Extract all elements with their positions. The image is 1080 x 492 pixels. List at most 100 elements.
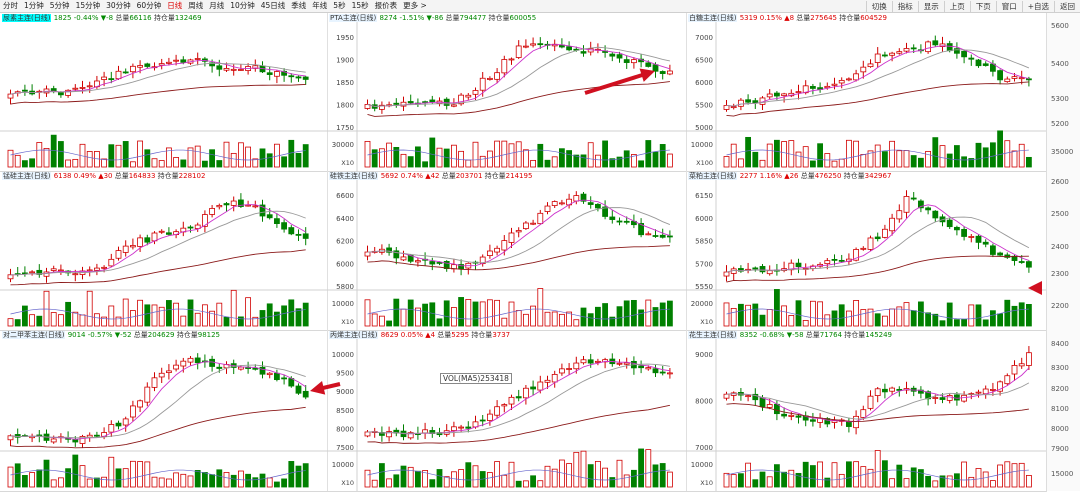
toolbar-button-6[interactable]: +自选 <box>1021 0 1054 12</box>
candle <box>630 356 637 375</box>
candle <box>393 247 400 265</box>
chart-panel-3[interactable]: 锰硅主连(日线) 6138 0.49% ▲30 总量164833 持仓量2281… <box>0 171 328 331</box>
volume-bar <box>594 154 601 168</box>
period-tab-15[interactable]: 报价表 <box>374 1 398 10</box>
volume-bar <box>630 154 637 168</box>
volume-bar <box>530 475 537 488</box>
volume-bar <box>853 461 860 488</box>
period-tab-5[interactable]: 60分钟 <box>136 1 162 10</box>
change-value: ▼-58 <box>786 331 806 339</box>
candle <box>566 363 573 376</box>
candle <box>587 353 594 368</box>
candle <box>594 203 601 212</box>
volume-ma-line <box>10 308 306 320</box>
volume-multiplier: X10 <box>341 318 354 326</box>
volume-bar <box>43 459 50 488</box>
toolbar-button-7[interactable]: 返回 <box>1054 0 1080 12</box>
volume-bar <box>486 472 493 488</box>
volume-bar <box>86 151 93 168</box>
chart-panel-7[interactable]: 丙烯主连(日线) 8629 0.05% ▲4 总量5295 持仓量3737 100… <box>327 330 687 492</box>
chart-panel-6[interactable]: 对二甲苯主连(日线) 9014 -0.57% ▼-52 总量204629 持仓量… <box>0 330 328 492</box>
period-tab-0[interactable]: 分时 <box>3 1 18 10</box>
toolbar-button-4[interactable]: 下页 <box>969 0 996 12</box>
volume-bar <box>436 469 443 488</box>
period-tab-8[interactable]: 月线 <box>209 1 225 10</box>
open-interest-value: 342967 <box>864 172 892 180</box>
volume-bar <box>486 150 493 168</box>
volume-bar <box>14 319 21 327</box>
candle <box>594 358 601 366</box>
volume-bar <box>537 288 544 327</box>
candle <box>881 224 888 239</box>
toolbar-button-5[interactable]: 窗口 <box>995 0 1022 12</box>
toolbar-button-1[interactable]: 指标 <box>891 0 918 12</box>
volume-bar <box>982 471 989 488</box>
right-axis-tick: 8200 <box>1051 385 1069 393</box>
volume-bar <box>180 473 187 488</box>
candle <box>917 44 924 54</box>
candle <box>587 196 594 209</box>
volume-bar <box>917 301 924 327</box>
volume-bar <box>975 468 982 488</box>
candle <box>223 202 230 212</box>
volume-label: 总量 <box>114 172 129 180</box>
change-value: ▲42 <box>425 172 442 180</box>
period-tab-7[interactable]: 周线 <box>188 1 204 10</box>
period-tab-4[interactable]: 30分钟 <box>106 1 131 10</box>
volume-ma-line <box>726 308 1029 320</box>
toolbar-button-2[interactable]: 显示 <box>917 0 944 12</box>
period-tab-16[interactable]: 更多 > <box>403 1 427 10</box>
volume-bar <box>831 160 838 168</box>
toolbar-button-3[interactable]: 上页 <box>943 0 970 12</box>
period-tab-3[interactable]: 15分钟 <box>75 1 101 10</box>
candle <box>616 51 623 63</box>
change-value: ▼-8 <box>100 14 116 22</box>
period-tab-6[interactable]: 日线 <box>167 1 183 10</box>
toolbar-button-0[interactable]: 切换 <box>865 0 892 12</box>
chart-panel-5[interactable]: 菜粕主连(日线) 2277 1.16% ▲26 总量476250 持仓量3429… <box>686 171 1047 331</box>
candle <box>245 361 252 374</box>
period-tab-13[interactable]: 5秒 <box>333 1 346 10</box>
change-percent: 0.15% <box>759 14 785 22</box>
moving-average-line <box>726 367 1030 423</box>
volume-bar <box>881 151 888 168</box>
volume-bar <box>295 308 302 327</box>
price-tick-label: 5700 <box>695 260 713 268</box>
chart-panel-0[interactable]: 尿素主连(日线) 1825 -0.44% ▼-8 总量66116 持仓量1324… <box>0 13 328 172</box>
chart-panel-4[interactable]: 硅铁主连(日线) 5692 0.74% ▲42 总量203701 持仓量2141… <box>327 171 687 331</box>
price-tick-label: 5500 <box>695 102 713 110</box>
chart-panel-1[interactable]: PTA主连(日线) 8274 -1.51% ▼-86 总量794477 持仓量6… <box>327 13 687 172</box>
candle <box>860 405 867 421</box>
candle <box>216 203 223 210</box>
candle <box>781 407 787 419</box>
right-price-axis: 5600 5400 5300 5200 35000 2600 2500 2400 2300 220… <box>1046 13 1080 491</box>
candle <box>961 391 968 403</box>
period-tab-11[interactable]: 季线 <box>291 1 307 10</box>
period-tab-9[interactable]: 10分钟 <box>230 1 255 10</box>
period-tab-2[interactable]: 5分钟 <box>49 1 70 10</box>
volume-bar <box>194 145 201 168</box>
period-tab-1[interactable]: 1分钟 <box>24 1 44 10</box>
candle <box>465 421 472 433</box>
period-tab-10[interactable]: 45日线 <box>260 1 286 10</box>
volume-bar <box>925 150 932 168</box>
volume-bar <box>29 472 36 488</box>
volume-bar <box>1004 461 1011 488</box>
moving-average-line <box>367 199 671 267</box>
candle <box>997 69 1004 85</box>
period-tab-12[interactable]: 年线 <box>312 1 328 10</box>
chart-panel-2[interactable]: 白糖主连(日线) 5319 0.15% ▲8 总量275645 持仓量60452… <box>686 13 1047 172</box>
volume-bar <box>1011 150 1018 168</box>
volume-bar <box>209 149 216 168</box>
chart-panel-8[interactable]: 花生主连(日线) 8352 -0.68% ▼-58 总量71764 持仓量145… <box>686 330 1047 492</box>
volume-bar <box>472 465 479 488</box>
candle <box>946 393 953 404</box>
candle <box>551 39 558 52</box>
candle <box>817 82 824 93</box>
period-tab-14[interactable]: 15秒 <box>351 1 369 10</box>
volume-bar <box>946 302 953 327</box>
volume-bar <box>422 470 428 488</box>
candle <box>730 391 737 401</box>
volume-bar <box>645 449 652 488</box>
volume-label: 总量 <box>805 331 820 339</box>
